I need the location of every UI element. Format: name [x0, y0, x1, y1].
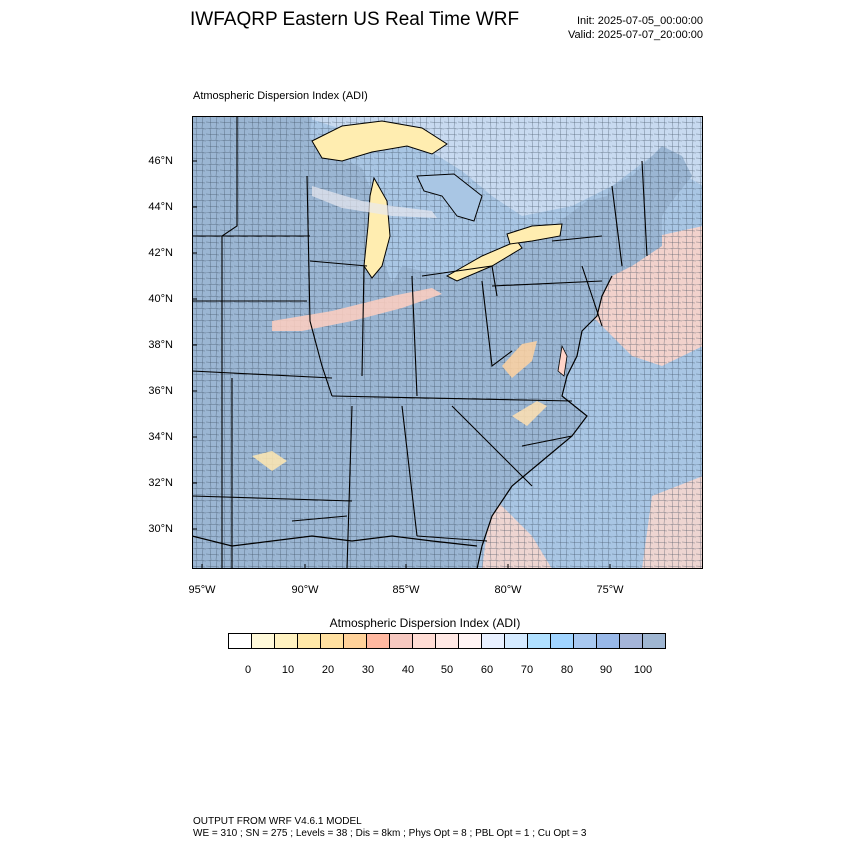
colorbar-cell: [275, 634, 298, 648]
colorbar-title: Atmospheric Dispersion Index (ADI): [329, 616, 521, 630]
colorbar-cell: [482, 634, 505, 648]
colorbar-tick: 10: [281, 664, 295, 676]
lake-ontario: [506, 223, 563, 245]
colorbar-cell: [620, 634, 643, 648]
valid-time: Valid: 2025-07-07_20:00:00: [568, 29, 703, 41]
lat-label: 38°N: [148, 339, 173, 351]
warm-band-midwest: [272, 288, 442, 331]
colorbar-cell: [505, 634, 528, 648]
map-frame: [192, 116, 703, 569]
colorbar-tick: 90: [599, 664, 613, 676]
lon-label: 75°W: [596, 584, 624, 596]
colorbar: [228, 633, 666, 649]
lat-label: 36°N: [148, 385, 173, 397]
colorbar-tick: 50: [440, 664, 454, 676]
warm-patch-appalachia: [502, 341, 537, 378]
colorbar-cell: [528, 634, 551, 648]
light-band-lakes: [312, 186, 437, 218]
lat-label: 32°N: [148, 477, 173, 489]
lake-huron: [416, 173, 483, 222]
footer-model-line: OUTPUT FROM WRF V4.6.1 MODEL: [193, 816, 362, 827]
colorbar-cell: [551, 634, 574, 648]
state-boundaries: [192, 116, 648, 569]
lon-label: 90°W: [291, 584, 319, 596]
colorbar-tick: 20: [321, 664, 335, 676]
colorbar-cell: [459, 634, 482, 648]
plot-title: IWFAQRP Eastern US Real Time WRF: [190, 9, 520, 30]
colorbar-tick: 40: [401, 664, 415, 676]
coastline: [192, 275, 613, 569]
lon-label: 95°W: [188, 584, 216, 596]
colorbar-cell: [321, 634, 344, 648]
colorbar-cell: [252, 634, 275, 648]
warm-patch-carolinas: [512, 401, 547, 426]
lon-label: 80°W: [494, 584, 522, 596]
lat-label: 34°N: [148, 431, 173, 443]
colorbar-cell: [344, 634, 367, 648]
colorbar-tick: 100: [633, 664, 653, 676]
colorbar-cell: [597, 634, 620, 648]
map-ticks: [192, 160, 611, 569]
init-time: Init: 2025-07-05_00:00:00: [577, 15, 703, 27]
run-times: Init: 2025-07-05_00:00:00 Valid: 2025-07…: [568, 14, 703, 42]
colorbar-tick: 80: [560, 664, 574, 676]
colorbar-cell: [229, 634, 252, 648]
warm-patch-south: [252, 451, 287, 471]
lon-label: 85°W: [392, 584, 420, 596]
model-footer: OUTPUT FROM WRF V4.6.1 MODEL WE = 310 ; …: [193, 816, 586, 840]
colorbar-tick: 70: [520, 664, 534, 676]
colorbar-tick: 0: [244, 664, 252, 676]
colorbar-tick: 60: [480, 664, 494, 676]
colorbar-cell: [574, 634, 597, 648]
colorbar-tick: 30: [361, 664, 375, 676]
lat-label: 44°N: [148, 201, 173, 213]
colorbar-cell: [390, 634, 413, 648]
lat-label: 40°N: [148, 293, 173, 305]
lat-label: 30°N: [148, 523, 173, 535]
colorbar-cell: [298, 634, 321, 648]
colorbar-cell: [643, 634, 665, 648]
lat-label: 42°N: [148, 247, 173, 259]
chesapeake-bay: [557, 344, 568, 377]
colorbar-cell: [367, 634, 390, 648]
colorbar-cell: [436, 634, 459, 648]
lake-erie: [445, 240, 523, 282]
lat-label: 46°N: [148, 155, 173, 167]
lake-superior: [311, 120, 448, 162]
footer-config-line: WE = 310 ; SN = 275 ; Levels = 38 ; Dis …: [193, 828, 587, 839]
adi-map: [192, 116, 703, 569]
colorbar-cell: [413, 634, 436, 648]
map-title: Atmospheric Dispersion Index (ADI): [193, 90, 368, 102]
